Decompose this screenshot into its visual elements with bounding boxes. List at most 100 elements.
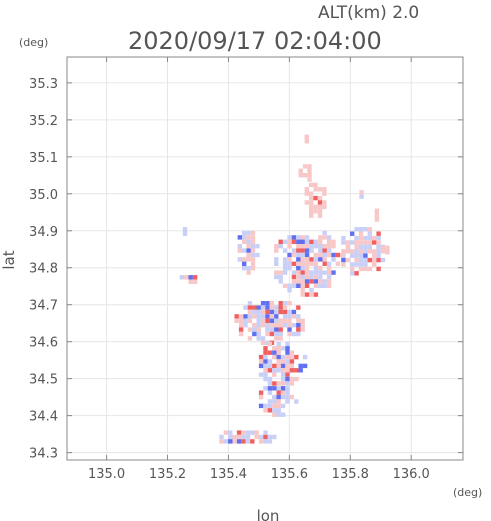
x-unit-label: (deg): [453, 486, 482, 499]
heatmap-cell: [247, 301, 253, 306]
heatmap-cell: [252, 327, 257, 332]
heatmap-cell: [250, 439, 255, 444]
data-cells: [179, 134, 390, 444]
heatmap-cell: [307, 177, 312, 182]
heatmap-cell: [363, 257, 368, 263]
heatmap-cell: [363, 249, 368, 254]
heatmap-cell: [232, 434, 237, 440]
heatmap-cell: [237, 257, 242, 262]
heatmap-cell: [358, 253, 364, 258]
heatmap-cell: [252, 314, 257, 319]
heatmap-cell: [322, 244, 327, 249]
heatmap-cell: [255, 252, 260, 258]
heatmap-cell: [278, 323, 283, 328]
heatmap-cell: [376, 231, 381, 236]
heatmap-cell: [256, 323, 261, 328]
heatmap-cell: [326, 235, 332, 240]
heatmap-cell: [274, 331, 279, 337]
heatmap-cell: [291, 270, 297, 275]
y-tick-label: 35.1: [29, 151, 58, 166]
heatmap-cell: [246, 244, 251, 249]
heatmap-cell: [263, 372, 268, 377]
heatmap-cell: [331, 252, 336, 258]
heatmap-cell: [287, 327, 292, 332]
heatmap-cell: [304, 252, 310, 258]
heatmap-cell: [250, 239, 256, 244]
heatmap-cell: [282, 301, 288, 306]
heatmap-cell: [313, 187, 318, 192]
heatmap-cell: [363, 240, 368, 245]
y-tick-label: 35.2: [29, 114, 58, 129]
heatmap-cell: [280, 394, 286, 400]
heatmap-cell: [358, 235, 364, 241]
heatmap-cell: [345, 249, 350, 254]
heatmap-cell: [250, 230, 256, 236]
y-unit-label: (deg): [19, 36, 48, 49]
heatmap-cell: [289, 363, 295, 369]
heatmap-cell: [188, 279, 193, 284]
heatmap-cell: [250, 248, 256, 253]
heatmap-cell: [276, 368, 281, 373]
heatmap-cell: [272, 372, 277, 377]
heatmap-cell: [256, 314, 261, 319]
x-tick-label: 136.0: [393, 467, 430, 482]
heatmap-cell: [250, 252, 256, 258]
heatmap-cell: [243, 318, 248, 323]
heatmap-cell: [372, 249, 377, 254]
heatmap-cell: [282, 323, 288, 328]
heatmap-cell: [256, 331, 261, 337]
heatmap-cell: [374, 208, 380, 213]
heatmap-cell: [367, 227, 372, 232]
heatmap-cell: [267, 439, 273, 444]
heatmap-cell: [243, 305, 248, 310]
heatmap-cell: [326, 266, 332, 271]
heatmap-cell: [300, 283, 305, 288]
heatmap-cell: [296, 283, 301, 288]
heatmap-cell: [256, 305, 261, 310]
x-tick-label: 135.0: [88, 467, 125, 482]
heatmap-cell: [278, 305, 283, 310]
heatmap-cell: [313, 270, 319, 275]
heatmap-cell: [278, 318, 283, 323]
heatmap-cell: [282, 314, 288, 319]
heatmap-cell: [192, 279, 198, 284]
heatmap-cell: [358, 257, 364, 263]
x-axis-label: lon: [257, 507, 280, 521]
heatmap-cell: [258, 359, 264, 364]
heatmap-cell: [219, 434, 224, 440]
heatmap-cell: [182, 227, 188, 232]
heatmap-cell: [269, 318, 275, 323]
heatmap-cell: [272, 354, 277, 360]
heatmap-cell: [358, 231, 364, 236]
heatmap-cell: [317, 195, 323, 201]
heatmap-cell: [280, 354, 286, 360]
heatmap-cell: [276, 350, 281, 355]
heatmap-cell: [372, 240, 377, 245]
heatmap-cell: [309, 274, 314, 280]
heatmap-cell: [294, 399, 299, 404]
heatmap-cell: [182, 231, 188, 236]
heatmap-cell: [274, 274, 279, 280]
heatmap-cell: [385, 245, 390, 250]
heatmap-cell: [372, 262, 377, 267]
heatmap-cell: [274, 309, 279, 315]
heatmap-cell: [313, 239, 319, 244]
heatmap-cell: [350, 240, 355, 245]
y-tick-label: 34.8: [29, 262, 58, 277]
heatmap-cell: [269, 331, 275, 337]
heatmap-cell: [263, 386, 268, 391]
heatmap-cell: [309, 195, 314, 201]
heatmap-cell: [326, 252, 332, 258]
heatmap-cell: [304, 191, 309, 196]
heatmap-cell: [285, 368, 290, 373]
heatmap-cell: [300, 252, 305, 258]
heatmap-cell: [285, 390, 290, 395]
heatmap-cell: [238, 314, 244, 319]
heatmap-cell: [269, 309, 275, 315]
heatmap-cell: [287, 239, 292, 244]
heatmap-cell: [287, 283, 292, 288]
heatmap-cell: [296, 279, 301, 284]
heatmap-cell: [296, 239, 301, 244]
heatmap-cell: [291, 274, 297, 280]
heatmap-cell: [376, 253, 381, 258]
